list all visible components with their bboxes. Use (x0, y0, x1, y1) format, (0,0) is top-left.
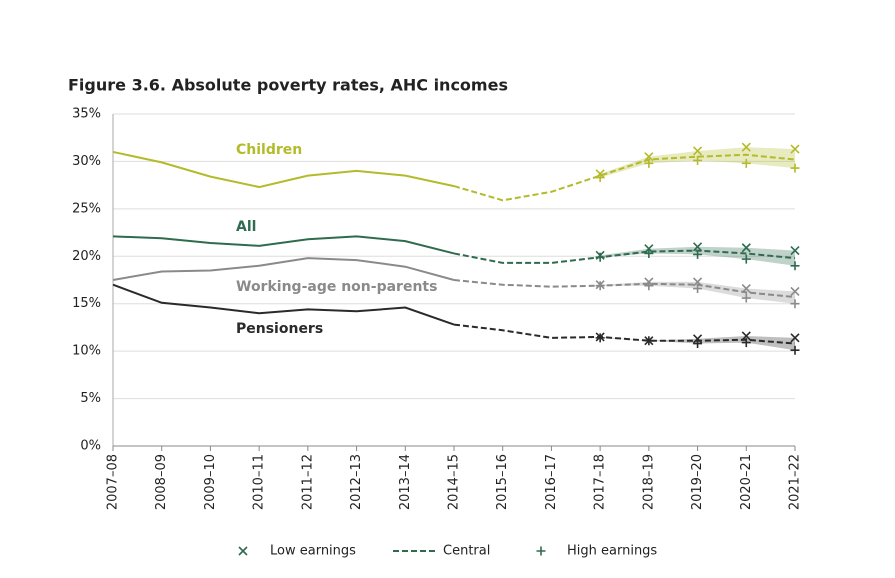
high-marker (741, 293, 751, 303)
x-tick-label: 2015–16 (495, 454, 510, 510)
series (112, 257, 800, 309)
y-tick-label: 0% (80, 439, 101, 454)
high-marker (595, 252, 605, 262)
x-tick-label: 2012–13 (349, 454, 364, 510)
x-tick-label: 2007–08 (106, 454, 121, 510)
high-marker (595, 281, 605, 291)
low-marker (693, 334, 703, 344)
legend-label: Central (443, 544, 490, 559)
high-marker (693, 339, 703, 349)
actual-line (112, 283, 455, 326)
high-marker (741, 338, 751, 348)
high-marker (644, 281, 654, 291)
low-marker (741, 331, 751, 341)
y-tick-label: 20% (72, 249, 101, 264)
x-tick-label: 2016–17 (544, 454, 559, 510)
low-marker (741, 142, 751, 152)
high-marker (693, 284, 703, 294)
y-tick-label: 15% (72, 296, 101, 311)
actual-line (112, 257, 455, 281)
series (112, 235, 800, 271)
series (112, 142, 800, 202)
high-marker (693, 155, 703, 165)
legend: Low earnings Central High earnings (238, 544, 657, 559)
series-label: Pensioners (236, 321, 323, 337)
high-marker (790, 163, 800, 173)
y-tick-label: 25% (72, 201, 101, 216)
series-label: Children (236, 142, 302, 158)
legend-label: Low earnings (270, 544, 356, 559)
high-marker (644, 248, 654, 258)
central-line (453, 279, 796, 299)
high-marker (741, 254, 751, 264)
x-tick-label: 2018–19 (641, 454, 656, 510)
x-tick-label: 2010–11 (252, 454, 267, 510)
x-tick-label: 2013–14 (398, 454, 413, 510)
x-tick-label: 2008–09 (154, 454, 169, 510)
high-marker (595, 333, 605, 343)
central-line (453, 323, 796, 345)
low-marker (693, 146, 703, 156)
x-tick-label: 2014–15 (447, 454, 462, 510)
series-label: All (236, 219, 256, 235)
series (112, 283, 800, 355)
legend-label: High earnings (567, 544, 657, 559)
high-marker (644, 158, 654, 168)
low-marker (790, 286, 800, 296)
x-tick-label: 2009–10 (203, 454, 218, 510)
x-tick-label: 2017–18 (593, 454, 608, 510)
x-tick-label: 2011–12 (300, 454, 315, 510)
high-marker (790, 345, 800, 355)
actual-line (112, 235, 455, 255)
low-marker (790, 144, 800, 154)
y-tick-label: 10% (72, 344, 101, 359)
central-line (453, 153, 796, 202)
x-tick-label: 2019–20 (690, 454, 705, 510)
low-marker (790, 246, 800, 256)
legend-high-marker (536, 546, 546, 556)
high-marker (741, 158, 751, 168)
x-tick-label: 2020–21 (739, 454, 754, 510)
central-line (453, 249, 796, 264)
y-tick-label: 35% (72, 107, 101, 122)
series-label: Working-age non-parents (236, 279, 437, 295)
y-tick-label: 5% (80, 391, 101, 406)
high-marker (790, 261, 800, 271)
low-marker (741, 243, 751, 253)
low-marker (644, 244, 654, 254)
actual-line (112, 150, 455, 189)
high-marker (790, 299, 800, 309)
low-marker (790, 333, 800, 343)
low-marker (693, 242, 703, 252)
low-marker (644, 152, 654, 162)
chart-title: Figure 3.6. Absolute poverty rates, AHC … (68, 76, 508, 95)
high-marker (693, 249, 703, 259)
high-marker (644, 336, 654, 346)
high-marker (595, 173, 605, 183)
x-tick-label: 2021–22 (788, 454, 803, 510)
y-tick-label: 30% (72, 154, 101, 169)
low-marker (693, 277, 703, 287)
low-marker (741, 283, 751, 294)
legend-low-marker (238, 546, 248, 556)
